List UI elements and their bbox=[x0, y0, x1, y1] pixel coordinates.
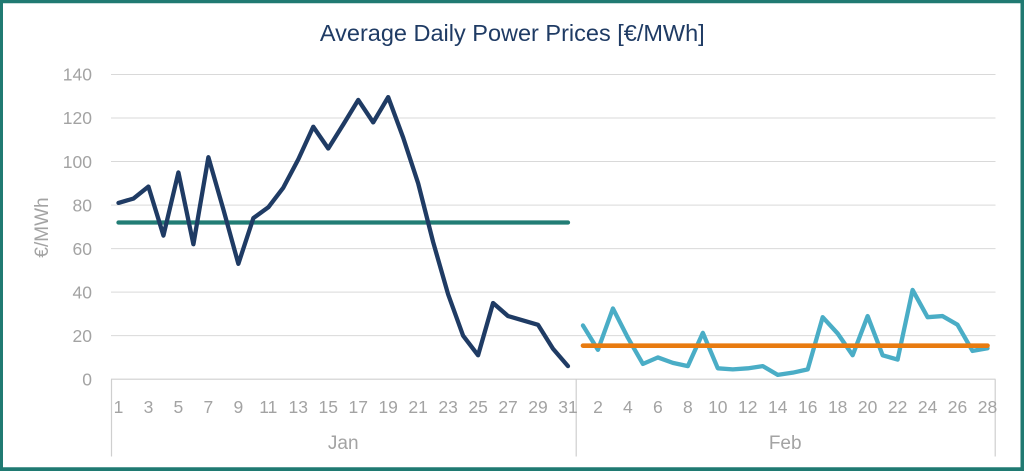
svg-text:17: 17 bbox=[348, 397, 367, 417]
svg-text:Jan: Jan bbox=[328, 433, 359, 454]
svg-text:3: 3 bbox=[144, 397, 154, 417]
svg-text:20: 20 bbox=[858, 397, 878, 417]
svg-text:10: 10 bbox=[708, 397, 728, 417]
svg-text:31: 31 bbox=[558, 397, 577, 417]
svg-text:140: 140 bbox=[63, 65, 92, 85]
svg-text:5: 5 bbox=[174, 397, 184, 417]
svg-text:14: 14 bbox=[768, 397, 788, 417]
svg-text:16: 16 bbox=[798, 397, 817, 417]
svg-text:Average Daily Power Prices [€/: Average Daily Power Prices [€/MWh] bbox=[320, 20, 705, 46]
svg-text:8: 8 bbox=[683, 397, 693, 417]
svg-text:27: 27 bbox=[498, 397, 517, 417]
svg-text:40: 40 bbox=[73, 282, 93, 302]
svg-text:28: 28 bbox=[978, 397, 997, 417]
svg-text:11: 11 bbox=[259, 397, 277, 417]
svg-text:21: 21 bbox=[408, 397, 427, 417]
svg-text:6: 6 bbox=[653, 397, 663, 417]
svg-text:120: 120 bbox=[63, 108, 92, 128]
svg-text:€/MWh: €/MWh bbox=[32, 197, 53, 257]
svg-text:22: 22 bbox=[888, 397, 907, 417]
svg-text:4: 4 bbox=[623, 397, 633, 417]
svg-text:18: 18 bbox=[828, 397, 847, 417]
svg-text:24: 24 bbox=[918, 397, 938, 417]
svg-text:Feb: Feb bbox=[769, 433, 802, 454]
svg-text:25: 25 bbox=[468, 397, 487, 417]
svg-text:9: 9 bbox=[233, 397, 243, 417]
svg-text:60: 60 bbox=[73, 239, 93, 259]
svg-text:19: 19 bbox=[378, 397, 397, 417]
svg-text:15: 15 bbox=[319, 397, 338, 417]
svg-text:80: 80 bbox=[73, 195, 93, 215]
svg-text:100: 100 bbox=[63, 152, 92, 172]
svg-text:2: 2 bbox=[593, 397, 603, 417]
svg-text:7: 7 bbox=[204, 397, 214, 417]
svg-text:0: 0 bbox=[82, 369, 92, 389]
svg-text:23: 23 bbox=[438, 397, 457, 417]
svg-text:12: 12 bbox=[738, 397, 757, 417]
svg-text:20: 20 bbox=[73, 326, 93, 346]
svg-text:13: 13 bbox=[289, 397, 308, 417]
svg-text:1: 1 bbox=[114, 397, 124, 417]
svg-text:26: 26 bbox=[948, 397, 967, 417]
svg-text:29: 29 bbox=[528, 397, 547, 417]
